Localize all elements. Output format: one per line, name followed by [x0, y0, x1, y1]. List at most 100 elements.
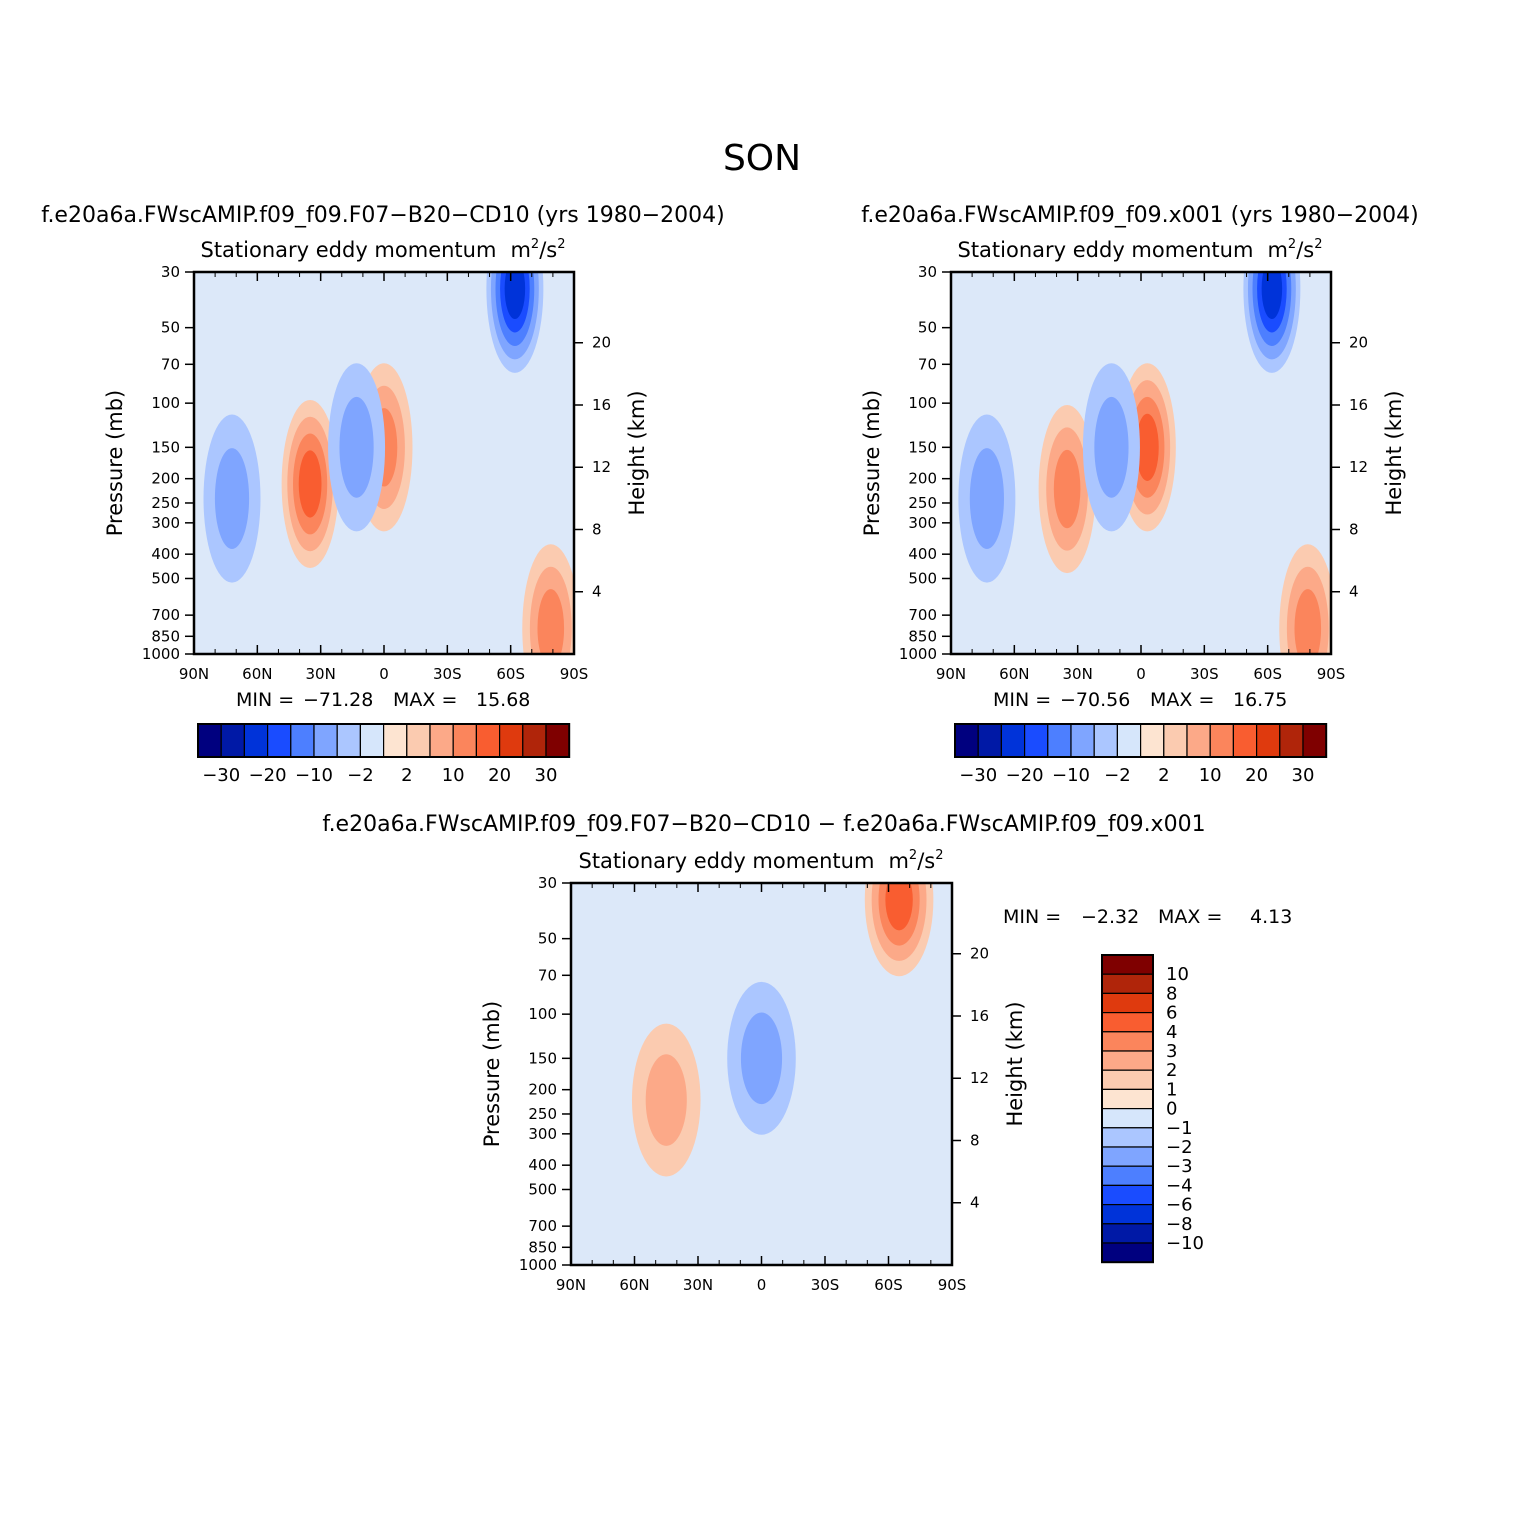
colorbar-label: −30	[959, 765, 997, 786]
colorbar-label: 30	[1292, 765, 1315, 786]
colorbar-swatch	[1163, 723, 1188, 758]
y-tick-label: 850	[908, 627, 937, 645]
colorbar-swatch	[1101, 1050, 1154, 1071]
page-title: SON	[723, 138, 801, 179]
y-tick-label: 500	[908, 569, 937, 587]
panel-case2-colorbar: −30 −20 −10 −2 2 10 20 30	[954, 723, 1328, 786]
colorbar-swatch	[1101, 1184, 1154, 1206]
y-tick-label: 200	[908, 470, 937, 488]
colorbar-swatch	[1070, 723, 1095, 758]
contour-band	[740, 1012, 783, 1105]
y-tick-label: 100	[908, 394, 937, 412]
colorbar-frame	[954, 723, 1328, 758]
y-tick-label: 70	[161, 355, 180, 373]
y2-axis-label: Height (km)	[625, 390, 649, 515]
units-sup: 2	[935, 848, 943, 863]
y-tick-label: 200	[151, 470, 180, 488]
subtitle-text: Stationary eddy momentum	[578, 849, 874, 873]
panel-case2-min-value: −70.56	[1060, 689, 1130, 711]
y2-axis-label: Height (km)	[1003, 1001, 1027, 1126]
colorbar-label: 3	[1166, 1041, 1177, 1062]
y-tick-label: 700	[528, 1217, 557, 1235]
colorbar-label: 2	[401, 765, 412, 786]
colorbar-label: −10	[1166, 1233, 1204, 1254]
colorbar-label: 20	[488, 765, 511, 786]
colorbar-swatch	[313, 723, 338, 758]
y-tick-label: 700	[908, 606, 937, 624]
colorbar-swatch	[1101, 1223, 1154, 1244]
x-tick-label: 90N	[179, 665, 209, 683]
colorbar-swatch	[954, 723, 979, 758]
x-tick-label: 30N	[1063, 665, 1093, 683]
panel-difference-max-label: MAX =	[1158, 906, 1222, 928]
panel-case1-min-value: −71.28	[303, 689, 373, 711]
panel-difference: f.e20a6a.FWscAMIP.f09_f09.F07−B20−CD10 −…	[322, 812, 1292, 1294]
y-tick-label: 150	[151, 438, 180, 456]
colorbar-label: 30	[535, 765, 558, 786]
panel-case1-title: f.e20a6a.FWscAMIP.f09_f09.F07−B20−CD10 (…	[41, 203, 724, 228]
colorbar-swatch	[1116, 723, 1142, 758]
contour-band	[214, 448, 250, 549]
y2-tick-label: 20	[1349, 334, 1368, 352]
subtitle-text: Stationary eddy momentum	[200, 238, 496, 262]
colorbar-swatch	[1101, 954, 1154, 975]
contour-band	[504, 272, 526, 320]
panel-case2-plot: 90N 60N 30N 0 30S 60S 90S 30 50 70 100 150 200 250 300…	[860, 263, 1406, 683]
y2-tick-label: 12	[1349, 458, 1368, 476]
panel-case1-subtitle: Stationary eddy momentum m2/s2	[200, 237, 565, 262]
y-tick-label: 50	[538, 930, 557, 948]
x-tick-label: 30S	[433, 665, 462, 683]
y2-tick-label: 12	[592, 458, 611, 476]
y-tick-label: 250	[908, 494, 937, 512]
x-tick-label: 30S	[811, 1276, 840, 1294]
colorbar-label: −1	[1166, 1118, 1193, 1139]
contour-band	[1135, 413, 1159, 481]
y2-tick-label: 20	[592, 334, 611, 352]
colorbar-swatch	[359, 723, 385, 758]
colorbar-swatch	[1000, 723, 1026, 758]
x-tick-label: 60S	[874, 1276, 903, 1294]
colorbar-label: 0	[1166, 1099, 1177, 1120]
colorbar-frame	[1101, 954, 1154, 1264]
x-tick-label: 30N	[683, 1276, 713, 1294]
y-tick-label: 500	[151, 569, 180, 587]
colorbar-label: 10	[1166, 964, 1189, 985]
contour-band	[298, 450, 322, 518]
y-tick-label: 250	[528, 1105, 557, 1123]
colorbar-swatch	[406, 723, 431, 758]
contour-band	[1294, 589, 1322, 654]
y-tick-label: 850	[151, 627, 180, 645]
x-tick-label: 90N	[556, 1276, 586, 1294]
y-tick-label: 50	[918, 319, 937, 337]
y2-tick-label: 4	[1349, 583, 1359, 601]
y-axis-label: Pressure (mb)	[480, 1001, 504, 1148]
units-sup: 2	[1288, 237, 1296, 252]
y-tick-label: 30	[161, 263, 180, 281]
colorbar-label: −8	[1166, 1214, 1193, 1235]
colorbar-swatch	[1047, 723, 1072, 758]
colorbar-swatch	[383, 723, 408, 758]
colorbar-label: 6	[1166, 1003, 1177, 1024]
units-mid: /s	[539, 238, 557, 262]
colorbar-swatch	[1101, 992, 1154, 1014]
colorbar-swatch	[1279, 723, 1304, 758]
y-tick-label: 150	[908, 438, 937, 456]
colorbar-label: 10	[1199, 765, 1222, 786]
colorbar-swatch	[475, 723, 501, 758]
colorbar-swatch	[1186, 723, 1211, 758]
y-tick-label: 100	[151, 394, 180, 412]
y2-tick-label: 20	[970, 945, 989, 963]
colorbar-swatch	[1101, 1242, 1154, 1263]
y2-tick-label: 4	[970, 1194, 980, 1212]
colorbar-label: −4	[1166, 1175, 1193, 1196]
y2-tick-label: 8	[970, 1131, 980, 1149]
colorbar-label: −20	[249, 765, 287, 786]
panel-case1-max-value: 15.68	[476, 689, 530, 711]
x-tick-label: 90S	[938, 1276, 967, 1294]
x-tick-label: 0	[757, 1276, 767, 1294]
colorbar-label: 8	[1166, 983, 1177, 1004]
units-sup: 2	[557, 237, 565, 252]
colorbar-label: 20	[1245, 765, 1268, 786]
units-base: m	[1267, 238, 1287, 262]
x-tick-label: 60N	[242, 665, 272, 683]
